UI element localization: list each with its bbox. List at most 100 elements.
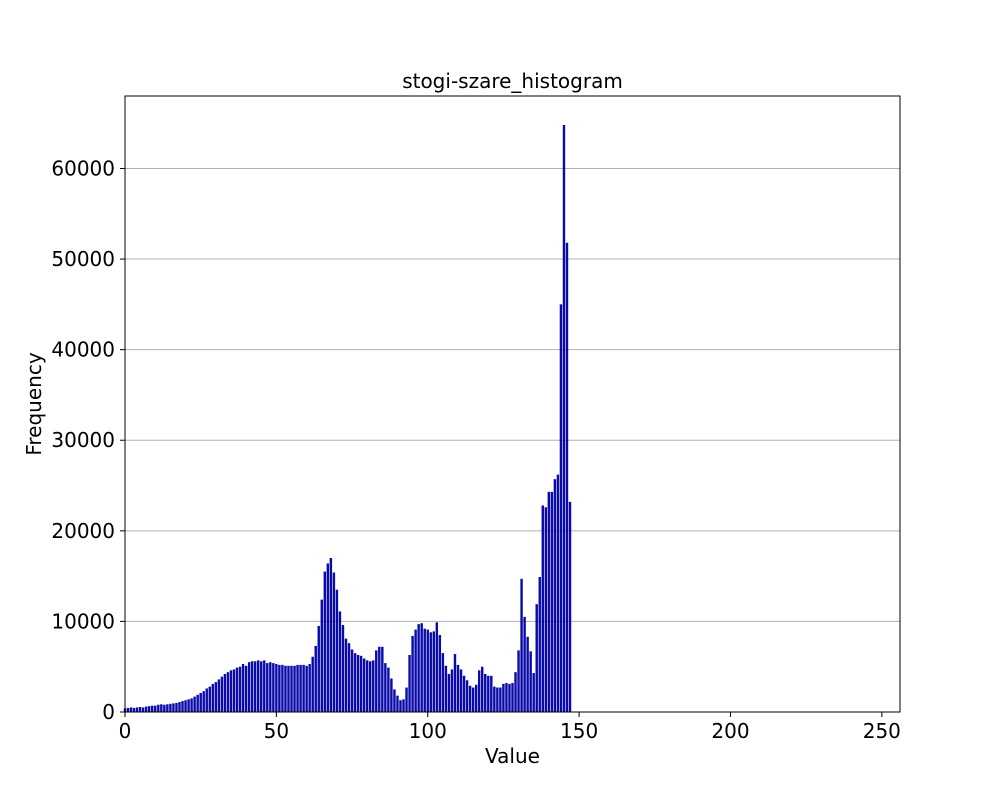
bar-35 [229,670,233,712]
bar-124 [499,687,502,712]
bar-117 [477,670,481,712]
bar-73 [344,638,348,712]
x-tick-label-0: 0 [119,719,132,743]
bar-140 [547,491,551,712]
bar-88 [390,678,393,712]
bar-28 [208,686,211,712]
x-tick-label-5: 250 [863,719,901,743]
bar-24 [196,694,199,712]
bar-37 [235,667,239,712]
bar-121 [490,675,493,712]
bar-127 [508,683,511,712]
bar-46 [263,660,266,712]
bar-50 [275,663,278,712]
bar-119 [484,673,487,712]
bar-107 [447,673,451,712]
bar-22 [190,698,193,712]
bar-112 [462,675,466,712]
bar-138 [541,505,544,712]
bar-105 [441,653,445,712]
bar-29 [211,683,215,712]
bar-44 [256,660,260,712]
bar-122 [493,686,496,712]
bar-106 [444,665,448,712]
bar-87 [387,667,390,712]
bar-90 [396,695,399,712]
bar-69 [332,572,336,712]
bar-49 [272,663,275,712]
bar-78 [359,655,363,712]
bar-94 [408,654,411,712]
bar-23 [193,696,196,712]
bar-5 [138,707,142,712]
bar-70 [335,589,339,712]
bar-97 [417,624,420,712]
bar-147 [568,501,572,712]
bar-40 [244,665,248,712]
bar-142 [553,479,557,712]
bar-62 [311,656,314,712]
y-axis-label: Frequency [22,352,46,455]
bar-53 [284,665,287,712]
bar-33 [223,673,227,712]
bar-143 [556,474,560,712]
bar-71 [338,611,342,712]
bar-116 [474,684,478,712]
bar-43 [253,661,257,712]
bar-3 [132,707,136,712]
bar-6 [141,707,145,712]
bar-113 [465,680,469,712]
x-tick-label-1: 50 [264,719,289,743]
bar-52 [281,664,284,712]
bar-4 [135,707,139,712]
bar-135 [532,673,535,712]
bar-85 [381,646,384,712]
bar-12 [160,704,163,712]
bar-136 [535,604,538,712]
bar-19 [181,701,184,712]
bar-39 [241,663,245,712]
bar-108 [450,669,454,712]
bar-51 [278,664,281,712]
y-tick-label-6: 60000 [51,156,115,180]
bar-65 [320,599,323,712]
bar-98 [420,623,423,712]
bar-17 [175,702,178,712]
bar-130 [517,650,520,712]
bar-21 [187,699,190,712]
y-axis-ticks: 0 10000 20000 30000 40000 50000 60000 [51,156,125,724]
bar-55 [290,665,293,712]
bar-64 [317,625,320,712]
bar-80 [365,660,369,712]
bar-123 [496,687,499,712]
bar-86 [384,663,387,712]
bar-18 [178,702,181,712]
bar-68 [329,558,333,712]
bar-110 [456,664,460,712]
bar-93 [405,687,408,712]
bar-101 [429,632,432,712]
bar-56 [293,665,296,712]
bar-103 [435,622,439,712]
y-tick-label-2: 20000 [51,519,115,543]
bar-104 [438,635,442,712]
bar-13 [163,704,166,712]
x-tick-label-3: 150 [560,719,598,743]
bar-120 [487,675,490,712]
bar-146 [565,242,569,713]
bar-141 [550,491,554,712]
bar-125 [502,683,505,712]
bar-91 [399,700,402,712]
x-tick-label-4: 200 [711,719,749,743]
bar-128 [511,683,514,712]
x-axis-ticks: 0 50 100 150 200 250 [119,712,901,743]
bar-126 [505,683,508,712]
bars [123,124,572,713]
bar-45 [260,661,263,712]
bar-36 [232,669,236,712]
bar-144 [559,304,563,712]
gridlines [125,167,900,713]
y-tick-label-0: 0 [102,700,115,724]
bar-7 [144,706,148,712]
bar-30 [214,682,218,712]
